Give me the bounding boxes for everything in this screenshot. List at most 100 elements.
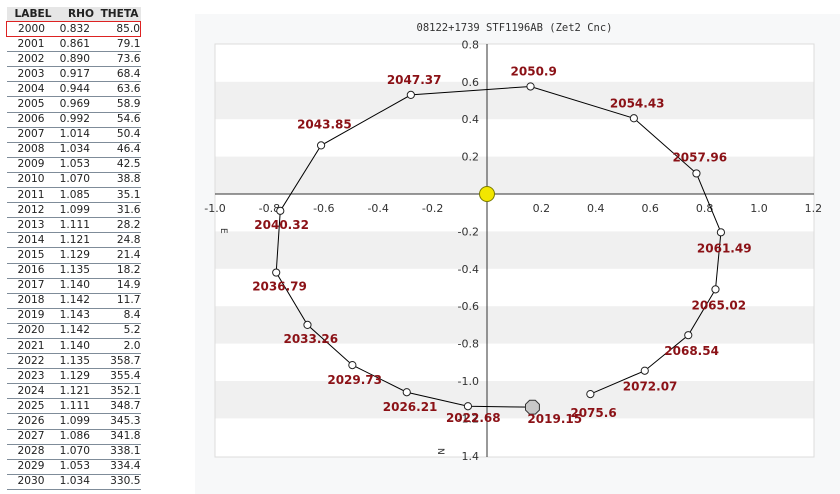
table-row[interactable]: 2016 1.135 18.2 <box>6 263 141 279</box>
orbit-point[interactable] <box>463 402 473 411</box>
orbit-point[interactable] <box>684 331 693 340</box>
y-tick-label: -1.0 <box>458 375 479 388</box>
table-row[interactable]: 2023 1.129 355.4 <box>6 368 141 385</box>
grid-band <box>215 156 814 194</box>
cell-theta: 28.2 <box>95 217 141 234</box>
orbit-point[interactable] <box>402 388 411 397</box>
cell-rho: 1.099 <box>56 413 96 430</box>
ephemeris-table-body: 2000 0.832 85.0 2001 0.861 79.1 2002 0.890 73.6 2… <box>6 20 141 490</box>
table-row[interactable]: 2000 0.832 85.0 <box>6 20 141 38</box>
table-row[interactable]: 2014 1.121 24.8 <box>6 232 141 249</box>
plot-border <box>214 43 815 458</box>
table-row[interactable]: 2027 1.086 341.8 <box>6 429 141 445</box>
orbit-point[interactable] <box>586 389 595 399</box>
table-row[interactable]: 2010 1.070 38.8 <box>6 172 141 189</box>
table-row[interactable]: 2015 1.129 21.4 <box>6 247 141 264</box>
table-row[interactable]: 2018 1.142 11.7 <box>6 293 141 309</box>
column-header-label[interactable]: LABEL <box>6 7 57 22</box>
orbit-point-label: 2075.6 <box>570 406 616 420</box>
table-row[interactable]: 2024 1.121 352.1 <box>6 383 141 400</box>
cell-label: 2011 <box>6 187 57 204</box>
orbit-point[interactable] <box>316 141 326 150</box>
current-position-marker[interactable] <box>525 399 540 415</box>
x-tick-label: -1.0 <box>204 202 225 215</box>
table-row[interactable]: 2030 1.034 330.5 <box>6 474 141 490</box>
orbit-point-label: 2061.49 <box>697 241 752 255</box>
cell-rho: 1.135 <box>56 353 96 370</box>
table-row[interactable]: 2003 0.917 68.4 <box>6 66 141 83</box>
cell-label: 2010 <box>6 172 57 189</box>
cell-rho: 1.142 <box>56 323 96 339</box>
table-row[interactable]: 2006 0.992 54.6 <box>6 112 141 128</box>
orbit-point[interactable] <box>629 114 638 123</box>
cell-theta: 348.7 <box>95 398 141 415</box>
cell-theta: 58.9 <box>95 96 141 113</box>
x-tick-labels: -1.0 -0.8 -0.6 -0.4 -0.2 0.2 0.4 0.6 0.8 1.0 1.2 <box>204 202 822 215</box>
orbit-point-label: 2068.54 <box>664 344 719 358</box>
orbit-point[interactable] <box>711 285 720 294</box>
table-row[interactable]: 2022 1.135 358.7 <box>6 353 141 370</box>
cell-theta: 31.6 <box>95 202 141 219</box>
table-row[interactable]: 2009 1.053 42.5 <box>6 157 141 173</box>
table-row[interactable]: 2026 1.099 345.3 <box>6 413 141 430</box>
orbit-point[interactable] <box>692 169 701 178</box>
y-tick-label: 0.4 <box>462 113 480 126</box>
table-row[interactable]: 2008 1.034 46.4 <box>6 142 141 158</box>
column-header-theta[interactable]: THETA <box>95 7 141 22</box>
cell-label: 2001 <box>6 36 57 53</box>
cell-rho: 1.142 <box>56 293 96 309</box>
table-row[interactable]: 2028 1.070 338.1 <box>6 444 141 460</box>
y-tick-label: 0.6 <box>462 76 480 89</box>
cell-theta: 68.4 <box>95 66 141 83</box>
x-tick-label: 1.0 <box>750 202 768 215</box>
cell-theta: 345.3 <box>95 413 141 430</box>
cell-theta: 8.4 <box>95 308 141 324</box>
orbit-point-label: 2036.79 <box>252 280 307 294</box>
cell-label: 2020 <box>6 323 57 339</box>
table-row[interactable]: 2011 1.085 35.1 <box>6 187 141 204</box>
orbit-point[interactable] <box>406 90 415 99</box>
cell-theta: 341.8 <box>95 429 141 445</box>
grid-band <box>215 231 814 269</box>
table-row[interactable]: 2025 1.111 348.7 <box>6 398 141 415</box>
cell-theta: 21.4 <box>95 247 141 264</box>
table-row[interactable]: 2007 1.014 50.4 <box>6 127 141 143</box>
orbit-point-label: 2040.32 <box>254 218 309 232</box>
table-row[interactable]: 2019 1.143 8.4 <box>6 308 141 324</box>
table-row[interactable]: 2021 1.140 2.0 <box>6 338 141 355</box>
table-row[interactable]: 2013 1.111 28.2 <box>6 217 141 234</box>
orbit-point[interactable] <box>526 82 535 91</box>
orbit-point[interactable] <box>303 320 312 329</box>
table-row[interactable]: 2029 1.053 334.4 <box>6 459 141 475</box>
x-tick-label: -0.2 <box>422 202 443 215</box>
cell-theta: 35.1 <box>95 187 141 204</box>
table-row[interactable]: 2004 0.944 63.6 <box>6 81 141 98</box>
cell-rho: 1.121 <box>56 383 96 400</box>
table-row[interactable]: 2012 1.099 31.6 <box>6 202 141 219</box>
orbit-point-label: 2072.07 <box>623 380 678 394</box>
cell-rho: 1.070 <box>56 172 96 189</box>
y-tick-label: -0.2 <box>458 225 479 238</box>
orbit-point[interactable] <box>276 206 285 215</box>
cell-theta: 42.5 <box>95 157 141 173</box>
cell-rho: 1.111 <box>56 398 96 415</box>
orbit-point[interactable] <box>348 361 357 370</box>
orbit-point[interactable] <box>272 268 281 277</box>
cell-rho: 0.890 <box>56 51 96 68</box>
orbit-point[interactable] <box>716 228 726 237</box>
cell-rho: 1.129 <box>56 247 96 264</box>
table-row[interactable]: 2020 1.142 5.2 <box>6 323 141 339</box>
y-tick-labels: 0.8 0.6 0.4 0.2 -0.2 -0.4 -0.6 -0.8 -1.0 -1.2 1.4 <box>458 38 479 462</box>
table-row[interactable]: 2005 0.969 58.9 <box>6 96 141 113</box>
table-row[interactable]: 2001 0.861 79.1 <box>6 36 141 53</box>
cell-rho: 1.053 <box>56 459 96 475</box>
y-tick-label: 0.2 <box>462 151 480 164</box>
orbit-point[interactable] <box>640 366 649 375</box>
orbit-point-label: 2019.15 <box>527 412 582 426</box>
primary-star-marker[interactable] <box>479 186 495 202</box>
table-row[interactable]: 2017 1.140 14.9 <box>6 278 141 294</box>
table-row[interactable]: 2002 0.890 73.6 <box>6 51 141 68</box>
x-tick-label: -0.6 <box>313 202 334 215</box>
column-header-rho[interactable]: RHO <box>56 7 96 22</box>
cell-rho: 0.944 <box>56 81 96 98</box>
